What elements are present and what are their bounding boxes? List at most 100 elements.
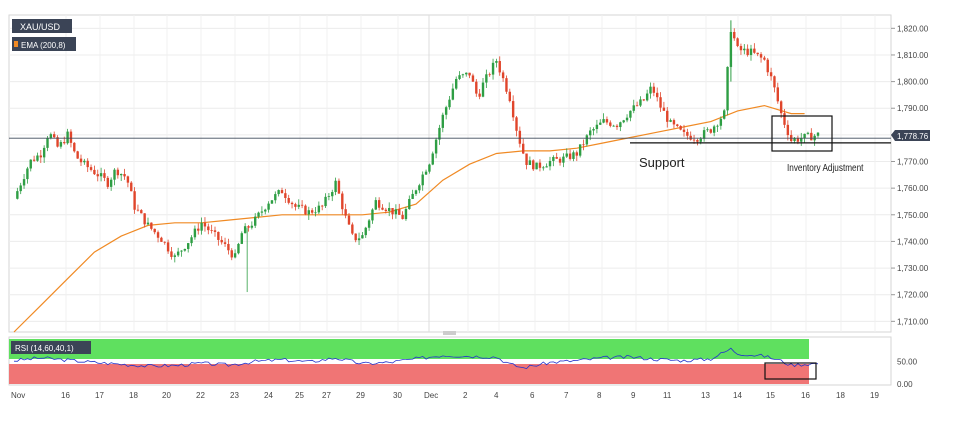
candle-body bbox=[193, 228, 197, 238]
candle-body bbox=[66, 131, 69, 144]
candle-body bbox=[257, 212, 260, 217]
candle-body bbox=[528, 160, 532, 165]
price-tick-label: 1,710.00 bbox=[897, 317, 929, 326]
candle-body bbox=[89, 167, 93, 170]
candle-body bbox=[331, 192, 334, 197]
candle-body bbox=[233, 253, 237, 258]
candle-body bbox=[471, 75, 475, 82]
inventory-adjustment-box bbox=[771, 115, 833, 152]
candle-body bbox=[578, 144, 582, 156]
candle-body bbox=[555, 157, 558, 159]
candle-body bbox=[773, 76, 776, 88]
candle-body bbox=[756, 52, 759, 55]
candle-body bbox=[783, 113, 786, 125]
candle-body bbox=[133, 191, 136, 210]
candle-body bbox=[404, 209, 408, 220]
price-tick-label: 1,770.00 bbox=[897, 158, 929, 167]
candle-body bbox=[170, 251, 173, 257]
candle-body bbox=[622, 120, 625, 123]
candle-body bbox=[59, 142, 63, 147]
last-price-tag bbox=[891, 130, 930, 141]
candle-body bbox=[140, 210, 143, 214]
candle-body bbox=[153, 228, 156, 233]
candle-body bbox=[408, 198, 411, 210]
candle-body bbox=[334, 180, 337, 193]
candle-body bbox=[314, 212, 317, 214]
candle-body bbox=[746, 48, 749, 56]
candle-body bbox=[488, 74, 491, 76]
candle-body bbox=[803, 133, 806, 139]
candle-layer bbox=[16, 20, 820, 293]
candle-body bbox=[719, 118, 723, 126]
candle-body bbox=[83, 160, 86, 163]
candle-body bbox=[377, 200, 381, 208]
candle-body bbox=[558, 158, 562, 163]
time-tick-label: 6 bbox=[530, 391, 535, 400]
candle-body bbox=[629, 110, 632, 118]
candle-body bbox=[56, 137, 59, 147]
candle-body bbox=[297, 204, 300, 207]
candle-body bbox=[49, 134, 53, 139]
candle-body bbox=[478, 93, 481, 97]
candle-body bbox=[381, 207, 384, 210]
candle-body bbox=[599, 122, 602, 125]
candle-body bbox=[401, 214, 404, 220]
rsi-badge bbox=[11, 341, 91, 354]
candle-body bbox=[441, 114, 444, 128]
candle-body bbox=[565, 153, 568, 157]
candle-body bbox=[538, 162, 542, 168]
time-tick-label: Nov bbox=[11, 391, 25, 400]
candle-body bbox=[806, 132, 810, 134]
ema-badge bbox=[12, 37, 76, 51]
candle-body bbox=[347, 215, 351, 225]
rsi-tick-label: 50.00 bbox=[897, 358, 918, 367]
candle-body bbox=[79, 158, 83, 163]
candle-body bbox=[769, 72, 773, 77]
candle-body bbox=[327, 196, 331, 198]
candle-body bbox=[367, 220, 371, 228]
candle-body bbox=[418, 185, 421, 191]
candle-body bbox=[384, 209, 388, 211]
candle-body bbox=[361, 235, 364, 239]
candle-body bbox=[434, 139, 438, 154]
candle-body bbox=[120, 174, 123, 176]
candle-body bbox=[444, 107, 448, 115]
candle-body bbox=[548, 160, 552, 167]
candle-body bbox=[776, 87, 779, 102]
candle-body bbox=[535, 162, 538, 170]
candle-body bbox=[304, 205, 307, 215]
rsi-line bbox=[13, 347, 819, 370]
candle-body bbox=[723, 110, 726, 119]
candle-body bbox=[461, 74, 465, 76]
candle-body bbox=[485, 74, 488, 83]
candle-body bbox=[190, 237, 193, 244]
candle-body bbox=[696, 139, 699, 142]
panel-resize-handle[interactable] bbox=[443, 331, 456, 335]
candle-body bbox=[260, 211, 264, 213]
candle-body bbox=[344, 209, 347, 216]
candle-body bbox=[716, 125, 719, 127]
candle-body bbox=[702, 130, 706, 139]
candle-body bbox=[451, 88, 455, 100]
candle-body bbox=[424, 171, 428, 175]
candle-body bbox=[391, 208, 394, 215]
time-tick-label: 18 bbox=[129, 391, 138, 400]
candle-body bbox=[166, 242, 170, 252]
ema-label: EMA (200,8) bbox=[21, 41, 66, 50]
rsi-layer bbox=[13, 347, 819, 380]
candle-body bbox=[642, 99, 645, 101]
candle-body bbox=[63, 142, 66, 144]
candle-body bbox=[173, 255, 176, 257]
candle-body bbox=[810, 132, 813, 141]
candle-body bbox=[284, 193, 287, 198]
rsi-upper-zone bbox=[9, 339, 809, 359]
time-tick-label: 16 bbox=[61, 391, 70, 400]
candle-body bbox=[220, 239, 223, 243]
candle-body bbox=[180, 250, 183, 252]
candle-body bbox=[649, 86, 652, 94]
candle-body bbox=[136, 209, 140, 211]
candle-body bbox=[635, 105, 639, 107]
candle-body bbox=[203, 222, 207, 227]
candle-body bbox=[150, 222, 153, 229]
candle-body bbox=[619, 122, 622, 128]
